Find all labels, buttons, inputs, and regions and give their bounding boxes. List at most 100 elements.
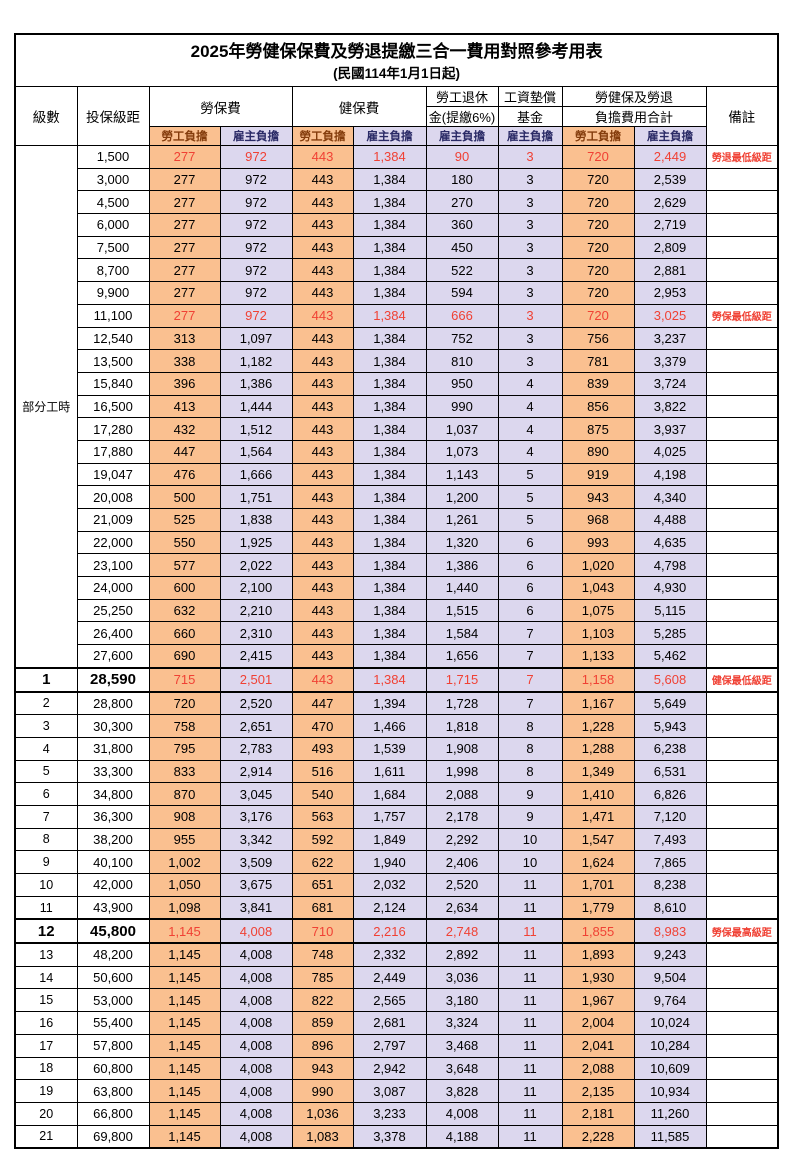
total-employee-cell: 1,228: [561, 714, 635, 738]
total-employee-cell: 2,088: [561, 1056, 635, 1081]
pension-employer-cell: 4,008: [425, 1101, 499, 1126]
health-employee-cell: 443: [291, 666, 354, 693]
level-cell: 1: [14, 666, 78, 693]
health-employee-cell: 443: [291, 213, 354, 237]
total-employee-cell: 1,624: [561, 850, 635, 874]
labor-employer-cell: 1,386: [219, 371, 293, 396]
total-employer-cell: 4,930: [633, 576, 707, 600]
total-employee-cell: 720: [561, 303, 635, 328]
labor-employee-cell: 476: [148, 462, 221, 487]
table-row: 16,500 413 1,444 443 1,384 990 4 856 3,8…: [15, 394, 779, 419]
health-employer-cell: 1,384: [352, 598, 427, 623]
total-employee-cell: 943: [561, 485, 635, 509]
wage-fund-employer-cell: 11: [497, 1079, 563, 1103]
pension-employer-cell: 1,515: [425, 598, 499, 623]
table-row: 6,000 277 972 443 1,384 360 3 720 2,719: [15, 213, 779, 237]
total-employer-cell: 5,943: [633, 714, 707, 738]
pension-employer-cell: 1,584: [425, 621, 499, 646]
level-cell: 3: [14, 714, 78, 738]
wage-fund-employer-cell: 3: [497, 145, 563, 169]
remark-cell: [705, 1124, 779, 1149]
wage-fund-employer-cell: 11: [497, 988, 563, 1013]
pension-employer-cell: 1,656: [425, 644, 499, 669]
pension-employer-cell: 3,468: [425, 1033, 499, 1058]
health-employee-cell: 681: [291, 895, 354, 920]
total-employer-cell: 3,724: [633, 371, 707, 396]
level-cell: 7: [14, 804, 78, 829]
health-employee-cell: 443: [291, 371, 354, 396]
pension-employer-cell: 4,188: [425, 1124, 499, 1149]
page-title: 2025年勞健保保費及勞退提繳三合一費用對照參考用表: [190, 42, 603, 62]
remark-cell: [705, 782, 779, 806]
total-employer-cell: 5,285: [633, 621, 707, 646]
remark-cell: 健保最低級距: [705, 666, 779, 693]
header-row-2: 金(提繳6%) 基金 負擔費用合計: [15, 106, 778, 127]
remark-cell: [705, 553, 779, 578]
labor-employee-cell: 1,145: [148, 988, 221, 1013]
health-employee-cell: 443: [291, 508, 354, 532]
health-employer-cell: 1,384: [352, 167, 427, 192]
total-employer-cell: 10,934: [633, 1079, 707, 1103]
bracket-cell: 3,000: [76, 167, 150, 192]
pension-employer-cell: 990: [425, 394, 499, 419]
labor-employee-cell: 277: [148, 167, 221, 192]
total-employee-cell: 1,893: [561, 942, 635, 967]
table-row: 18 60,800 1,145 4,008 943 2,942 3,648 11…: [14, 1056, 779, 1081]
labor-employee-cell: 1,002: [148, 850, 221, 874]
total-employee-cell: 1,158: [561, 666, 635, 693]
labor-employee-cell: 690: [148, 644, 221, 669]
wage-fund-employer-cell: 10: [497, 850, 563, 874]
labor-employer-cell: 2,783: [219, 736, 293, 761]
total-employer-cell: 5,462: [633, 644, 707, 669]
bracket-cell: 34,800: [76, 782, 150, 806]
subheader-pension-employer: 雇主負擔: [425, 126, 499, 146]
health-employer-cell: 1,384: [352, 485, 427, 509]
health-employer-cell: 1,466: [352, 714, 427, 738]
health-employee-cell: 443: [291, 576, 354, 600]
labor-employee-cell: 525: [148, 508, 221, 532]
total-employer-cell: 6,238: [633, 736, 707, 761]
pension-employer-cell: 1,386: [425, 553, 499, 578]
labor-employer-cell: 972: [219, 190, 293, 215]
remark-cell: [705, 1011, 779, 1035]
health-employer-cell: 1,384: [352, 508, 427, 532]
wage-fund-employer-cell: 5: [497, 462, 563, 487]
labor-employer-cell: 4,008: [219, 1124, 293, 1149]
bracket-cell: 26,400: [76, 621, 150, 646]
wage-fund-employer-cell: 4: [497, 439, 563, 464]
subheader-labor-employee: 勞工負擔: [148, 126, 221, 146]
labor-employee-cell: 277: [148, 213, 221, 237]
labor-employer-cell: 1,751: [219, 485, 293, 509]
remark-cell: [705, 942, 779, 967]
total-employee-cell: 1,779: [561, 895, 635, 920]
wage-fund-employer-cell: 3: [497, 213, 563, 237]
labor-employee-cell: 577: [148, 553, 221, 578]
total-employee-cell: 1,410: [561, 782, 635, 806]
pension-employer-cell: 2,748: [425, 918, 499, 945]
total-employee-cell: 1,855: [561, 918, 635, 945]
wage-fund-employer-cell: 6: [497, 553, 563, 578]
health-employee-cell: 651: [291, 873, 354, 897]
labor-employer-cell: 1,838: [219, 508, 293, 532]
labor-employee-cell: 447: [148, 439, 221, 464]
remark-cell: [705, 349, 779, 373]
level-cell: 9: [14, 850, 78, 874]
health-employer-cell: 1,539: [352, 736, 427, 761]
total-employer-cell: 9,504: [633, 965, 707, 990]
level-cell: 16: [14, 1011, 78, 1035]
bracket-cell: 15,840: [76, 371, 150, 396]
level-cell: 10: [14, 873, 78, 897]
pension-employer-cell: 90: [425, 145, 499, 169]
wage-fund-employer-cell: 3: [497, 258, 563, 283]
level-cell: 14: [14, 965, 78, 990]
labor-employer-cell: 2,100: [219, 576, 293, 600]
labor-employer-cell: 1,512: [219, 417, 293, 441]
labor-employee-cell: 277: [148, 235, 221, 260]
labor-employer-cell: 972: [219, 258, 293, 283]
wage-fund-employer-cell: 3: [497, 235, 563, 260]
total-employer-cell: 9,243: [633, 942, 707, 967]
labor-employer-cell: 4,008: [219, 988, 293, 1013]
header-row-3: 勞工負擔 雇主負擔 勞工負擔 雇主負擔 雇主負擔 雇主負擔 勞工負擔 雇主負擔: [15, 126, 778, 146]
total-employee-cell: 2,228: [561, 1124, 635, 1149]
health-employer-cell: 1,384: [352, 349, 427, 373]
